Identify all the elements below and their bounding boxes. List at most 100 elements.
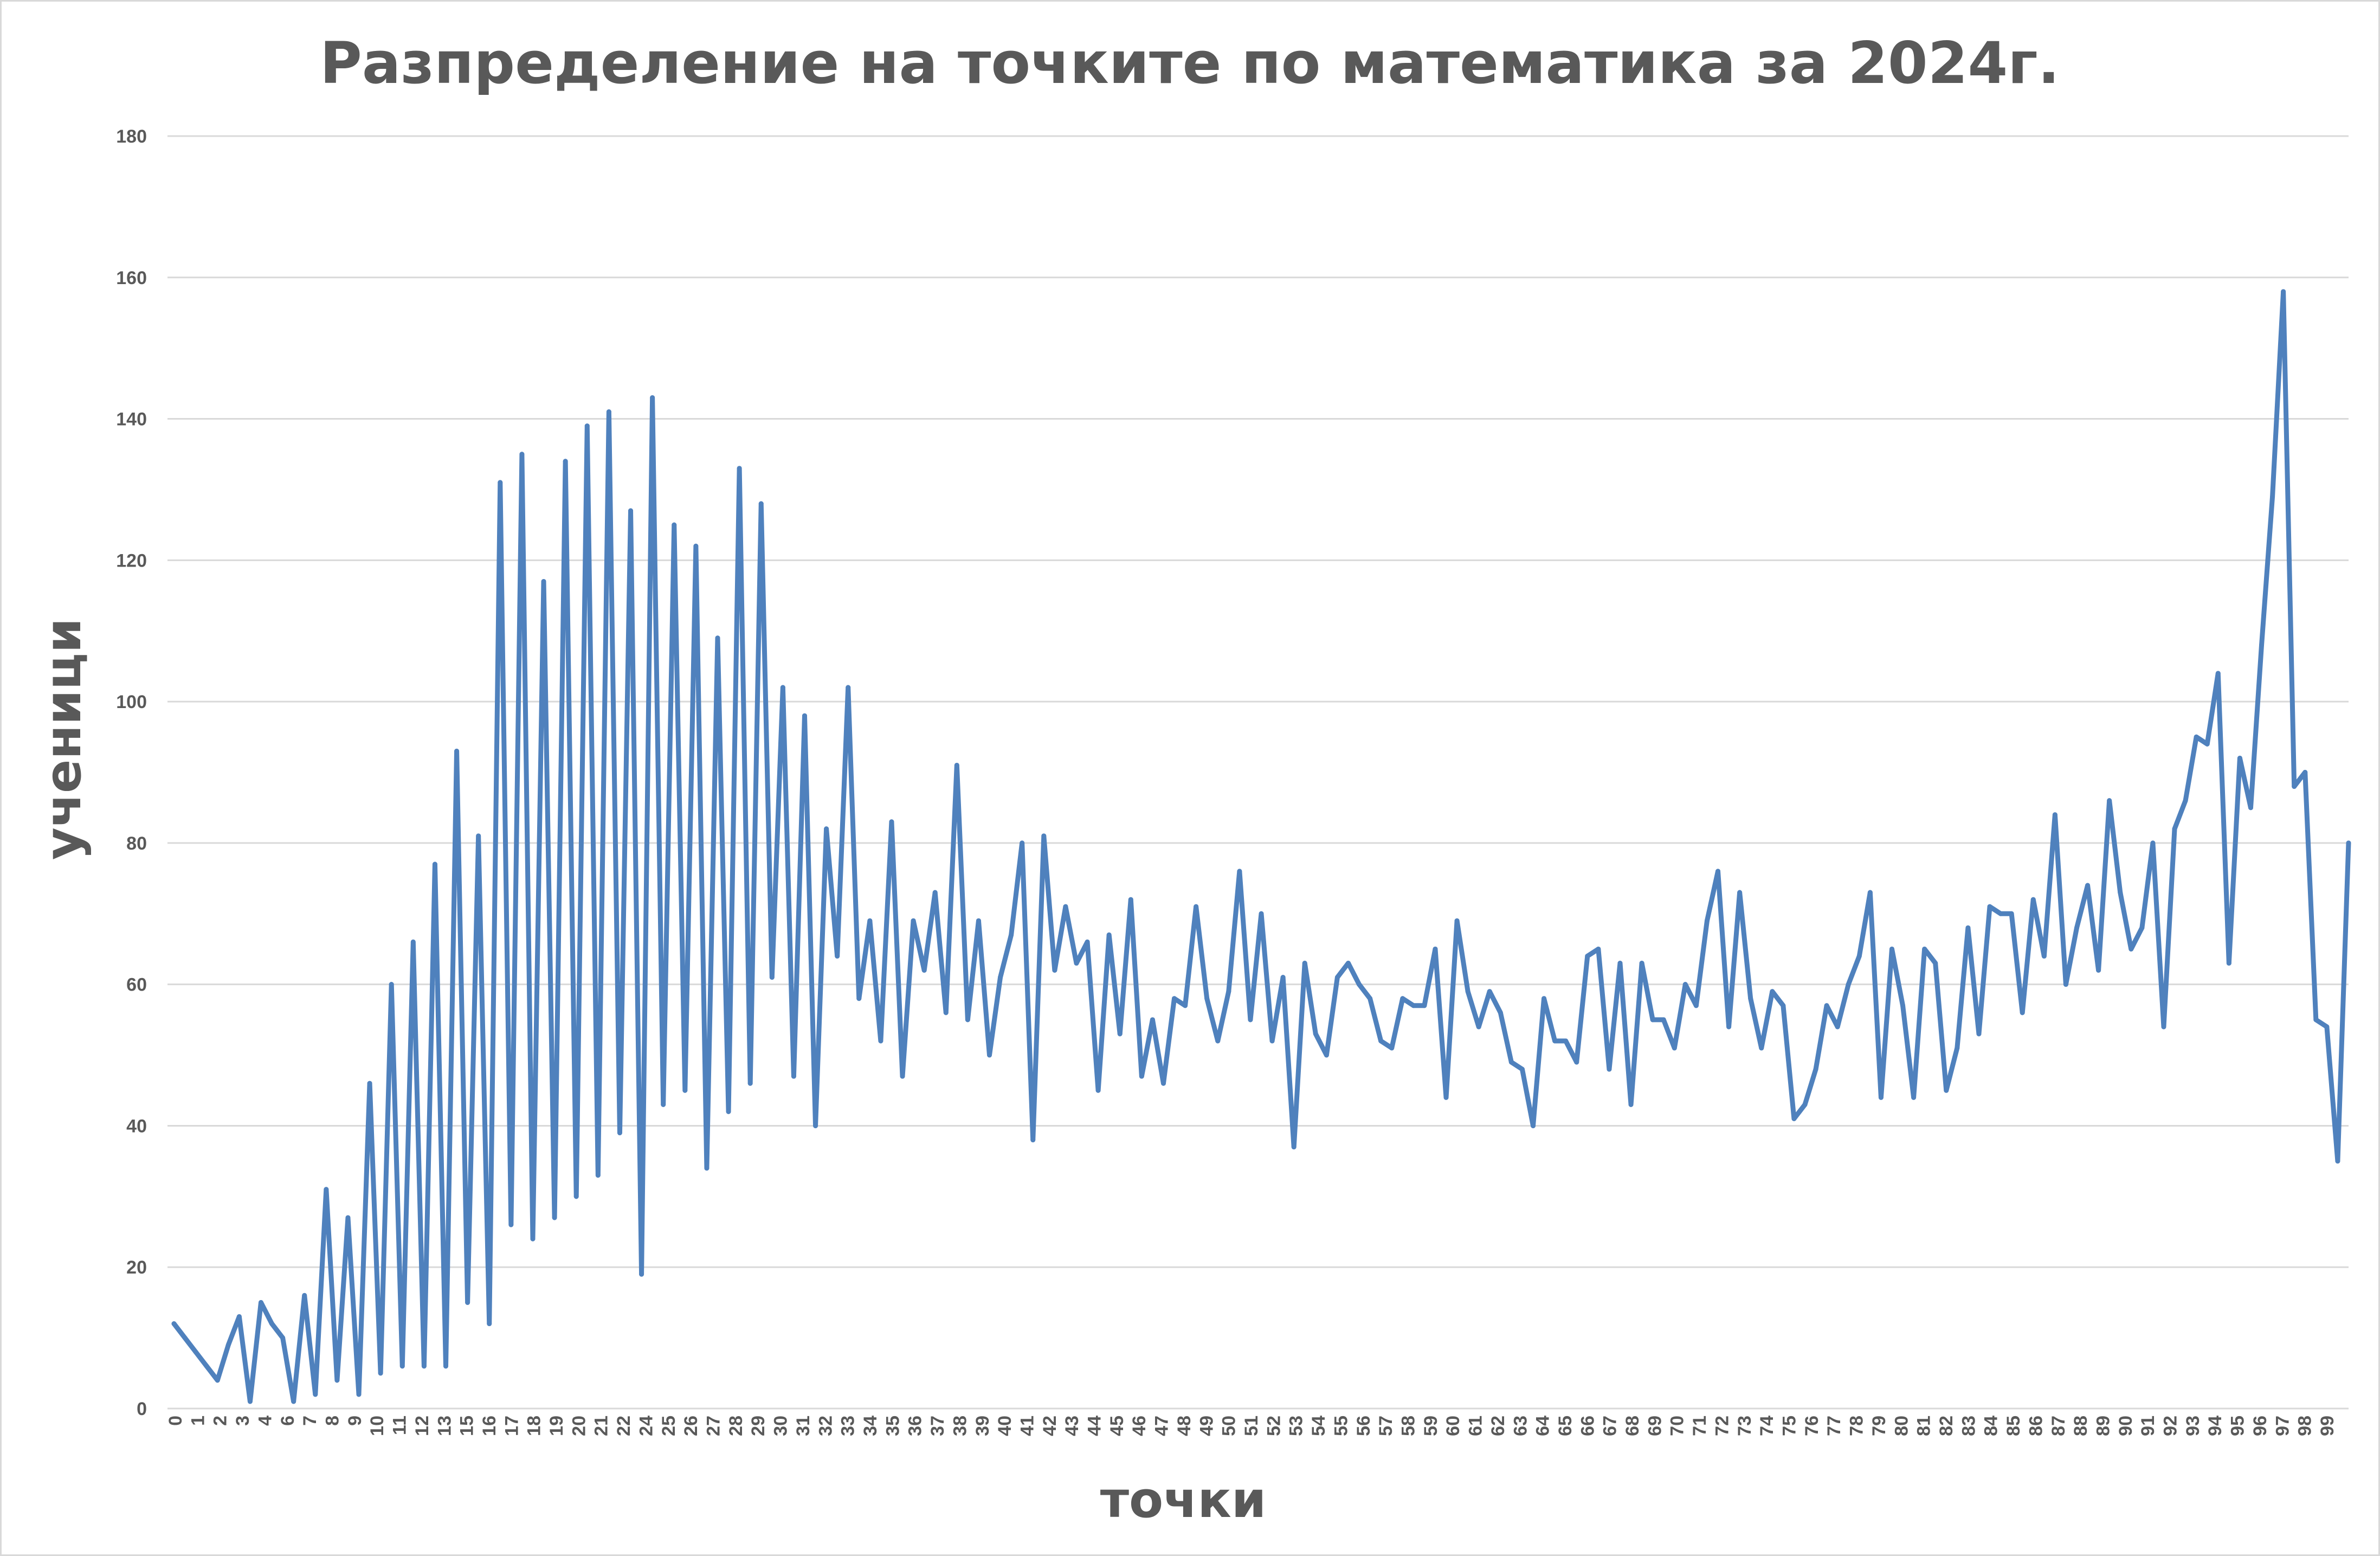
data-point	[911, 918, 916, 923]
data-point	[661, 1102, 666, 1107]
data-point	[1965, 925, 1971, 930]
x-tick-label: 55	[1331, 1416, 1351, 1436]
x-tick-label: 7	[300, 1416, 320, 1426]
data-point	[1487, 989, 1492, 994]
x-tick-label: 44	[1085, 1416, 1105, 1436]
x-tick-label: 12	[412, 1416, 433, 1436]
data-point	[976, 918, 981, 923]
data-point	[2302, 770, 2308, 775]
x-tick-label: 27	[704, 1416, 724, 1436]
data-point	[443, 1364, 448, 1369]
data-point	[1095, 1088, 1101, 1093]
data-point	[399, 1364, 405, 1369]
data-point	[541, 578, 546, 584]
data-point	[780, 685, 785, 690]
x-tick-label: 20	[569, 1416, 589, 1436]
data-point	[2292, 784, 2297, 789]
data-point	[1748, 996, 1753, 1001]
data-point	[324, 1187, 329, 1192]
x-tick-label: 10	[367, 1416, 388, 1436]
x-tick-label: 19	[546, 1416, 567, 1436]
data-point	[1074, 961, 1079, 966]
y-tick-label: 140	[116, 409, 147, 430]
x-tick-label: 34	[860, 1416, 881, 1436]
x-tick-label: 18	[524, 1416, 545, 1436]
data-point	[900, 1073, 905, 1079]
data-point	[313, 1392, 318, 1397]
data-point	[432, 861, 437, 867]
data-point	[1269, 1038, 1275, 1044]
x-tick-label: 74	[1757, 1416, 1777, 1436]
data-point	[1596, 946, 1601, 951]
data-point	[1259, 911, 1264, 916]
x-tick-label: 36	[905, 1416, 926, 1436]
data-point	[215, 1378, 220, 1383]
data-point	[487, 1321, 492, 1327]
x-tick-label: 45	[1107, 1416, 1127, 1436]
x-tick-label: 80	[1891, 1416, 1912, 1436]
data-point	[2226, 961, 2231, 966]
data-point	[650, 395, 655, 400]
x-tick-label: 13	[434, 1416, 455, 1436]
data-point	[1389, 1045, 1395, 1051]
data-point	[682, 1088, 688, 1093]
data-point	[356, 1392, 362, 1397]
data-point	[595, 1173, 601, 1178]
data-point	[1889, 946, 1894, 951]
data-point	[1020, 840, 1025, 846]
data-point	[2052, 812, 2057, 818]
data-point	[345, 1215, 351, 1220]
x-tick-label: 25	[659, 1416, 679, 1436]
data-point	[1813, 1066, 1818, 1072]
data-point	[2346, 840, 2351, 846]
data-point	[291, 1399, 296, 1404]
x-tick-label: 40	[995, 1416, 1015, 1436]
data-point	[552, 1215, 557, 1220]
y-tick-label: 0	[137, 1399, 147, 1419]
series-layer	[171, 289, 2351, 1404]
data-point	[1160, 1081, 1166, 1086]
data-point	[389, 982, 394, 987]
data-point	[846, 685, 851, 690]
data-point	[573, 1194, 579, 1199]
data-point	[1770, 989, 1775, 994]
data-point	[987, 1052, 992, 1058]
x-tick-label: 30	[771, 1416, 791, 1436]
data-point	[225, 1342, 231, 1348]
data-point	[530, 1236, 536, 1242]
data-point	[2096, 968, 2101, 973]
data-point	[1944, 1088, 1949, 1093]
data-point	[584, 423, 590, 429]
x-tick-label: 95	[2228, 1416, 2248, 1436]
chart-title: Разпределение на точките по математика з…	[320, 30, 2060, 97]
data-point	[856, 996, 862, 1001]
data-point	[1639, 961, 1644, 966]
x-tick-label: 54	[1308, 1416, 1329, 1436]
x-tick-label: 58	[1398, 1416, 1418, 1436]
data-point	[1737, 890, 1743, 895]
data-point	[1150, 1017, 1155, 1023]
y-tick-label: 120	[116, 550, 147, 571]
data-point	[1411, 1003, 1416, 1008]
x-tick-label: 33	[838, 1416, 859, 1436]
data-point	[1955, 1045, 1960, 1051]
x-tick-label: 73	[1734, 1416, 1755, 1436]
data-point	[2129, 946, 2134, 951]
x-tick-label: 91	[2138, 1416, 2158, 1436]
data-point	[1650, 1017, 1655, 1023]
y-tick-label: 20	[126, 1257, 147, 1278]
x-tick-label: 66	[1577, 1416, 1598, 1436]
x-tick-label: 81	[1914, 1416, 1934, 1436]
data-point	[1508, 1059, 1514, 1065]
y-tick-label: 180	[116, 126, 147, 147]
data-point	[813, 1123, 818, 1128]
data-point	[1334, 975, 1340, 980]
data-point	[943, 1010, 949, 1015]
data-point	[334, 1378, 340, 1383]
data-point	[2183, 798, 2188, 803]
data-point	[2259, 642, 2265, 648]
data-point	[769, 975, 775, 980]
data-point	[1302, 961, 1307, 966]
data-point	[1433, 946, 1438, 951]
data-point	[2074, 925, 2079, 930]
